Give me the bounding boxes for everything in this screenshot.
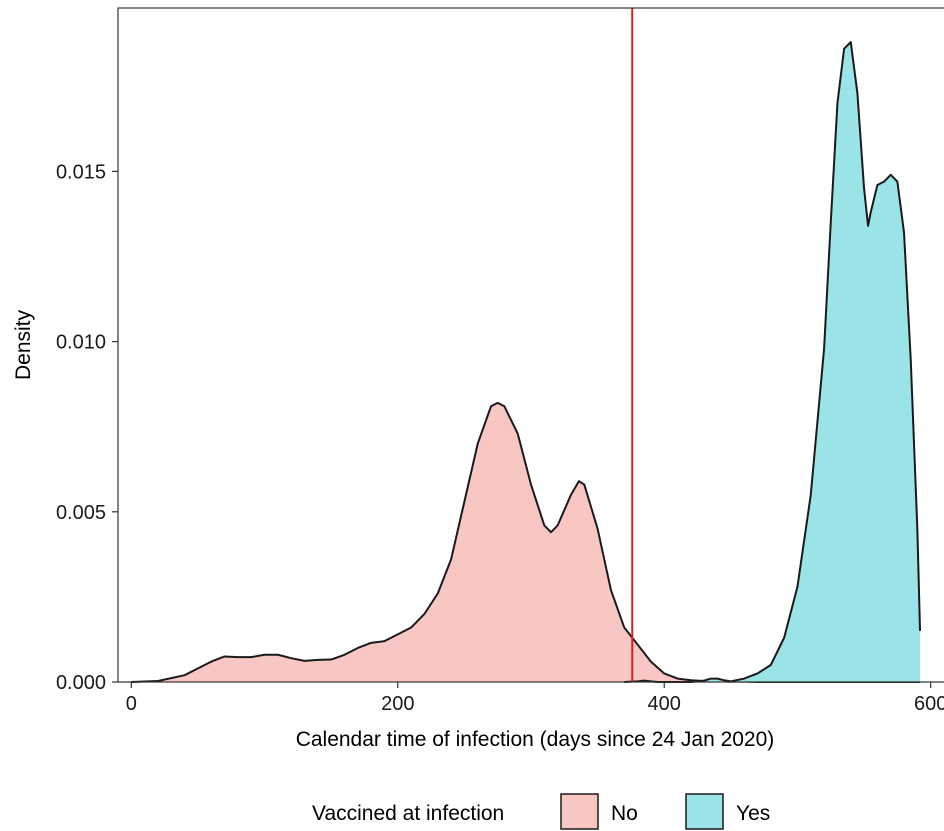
legend: Vaccined at infection No Yes (312, 793, 770, 830)
series-layer (131, 41, 922, 683)
y-axis-title: Density (12, 309, 35, 380)
y-tick-label: 0.005 (56, 502, 106, 524)
x-tick-label: 0 (126, 693, 137, 715)
x-axis-title: Calendar time of infection (days since 2… (296, 728, 775, 751)
x-tick-label: 400 (648, 693, 681, 715)
legend-key-yes (685, 793, 724, 830)
y-axis: 0.000 0.005 0.010 0.015 (56, 161, 118, 694)
plot-border (117, 7, 944, 683)
series-area-no (131, 402, 921, 682)
series-area-yes (624, 42, 921, 683)
x-tick-label: 200 (381, 693, 414, 715)
y-tick-label: 0.015 (56, 161, 106, 183)
legend-label-no: No (611, 802, 638, 825)
legend-title: Vaccined at infection (312, 802, 504, 825)
legend-label-yes: Yes (736, 802, 770, 825)
x-axis: 0 200 400 600 (126, 682, 944, 715)
x-tick-label: 600 (914, 693, 944, 715)
y-tick-label: 0.000 (56, 672, 106, 694)
y-tick-label: 0.010 (56, 332, 106, 354)
legend-key-no (560, 793, 599, 830)
